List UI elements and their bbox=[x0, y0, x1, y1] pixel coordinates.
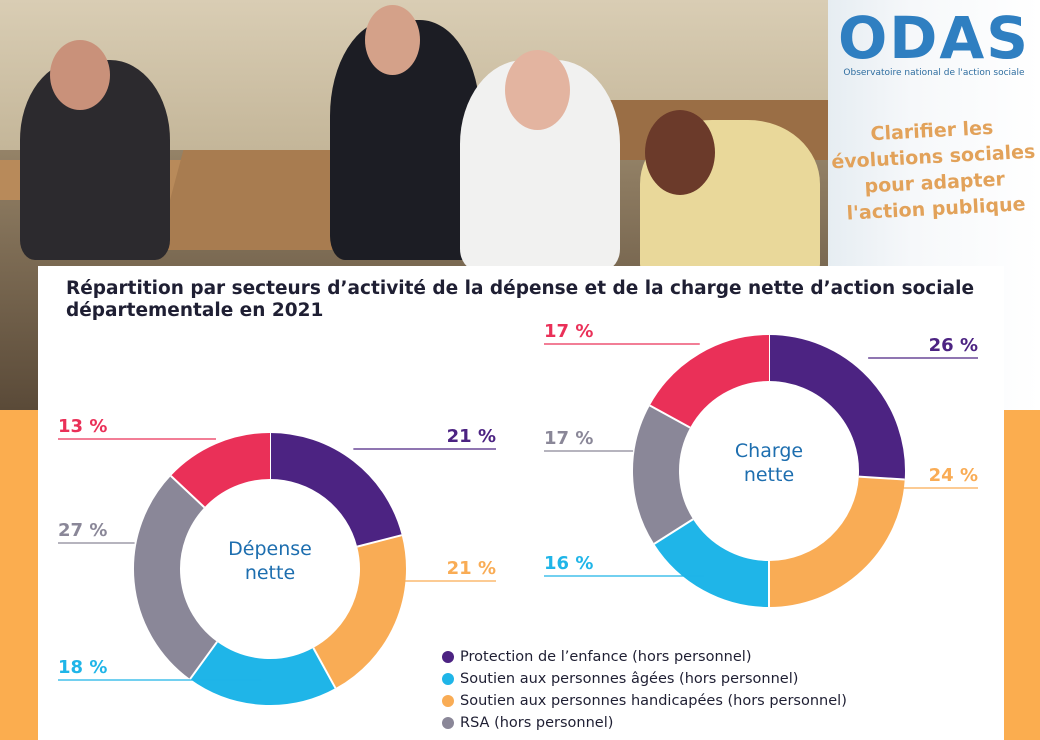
slice-separator bbox=[170, 475, 206, 509]
legend-item: Protection de l’enfance (hors personnel) bbox=[442, 646, 847, 668]
donut-center-label: nette bbox=[245, 562, 295, 584]
slice-separator bbox=[189, 641, 218, 680]
legend-label: Soutien aux personnes âgées (hors person… bbox=[460, 671, 799, 687]
slice-separator bbox=[858, 475, 905, 481]
photo-head bbox=[645, 110, 715, 195]
donut-center-label: Dépense bbox=[228, 538, 312, 560]
legend-item: Soutien aux personnes handicapées (hors … bbox=[442, 690, 847, 712]
legend-label: Protection de l’enfance (hors personnel) bbox=[460, 649, 752, 665]
legend-label: Soutien aux personnes handicapées (hors … bbox=[460, 693, 847, 709]
chart-card: Répartition par secteurs d’activité de l… bbox=[38, 266, 1004, 740]
slice-separator bbox=[649, 404, 691, 429]
donut-slice bbox=[312, 535, 406, 689]
slice-label: 17 % bbox=[544, 321, 593, 342]
legend-label: RSA (hors personnel) bbox=[460, 715, 614, 731]
donut-slice bbox=[170, 433, 271, 508]
photo-head bbox=[50, 40, 110, 110]
slice-label: 24 % bbox=[929, 465, 978, 486]
chart-title: Répartition par secteurs d’activité de l… bbox=[66, 278, 974, 321]
slice-label: 21 % bbox=[447, 426, 496, 447]
slice-separator bbox=[356, 534, 402, 548]
slice-label: 16 % bbox=[544, 553, 593, 574]
legend-dot bbox=[442, 673, 454, 685]
odas-slogan: Clarifier les évolutions sociales pour a… bbox=[828, 113, 1040, 228]
donut-slice bbox=[768, 475, 905, 607]
donut-slice bbox=[190, 641, 336, 705]
odas-subtitle: Observatoire national de l'action social… bbox=[843, 68, 1025, 78]
slice-label: 18 % bbox=[58, 657, 107, 678]
slice-label: 27 % bbox=[58, 520, 107, 541]
photo-head bbox=[505, 50, 570, 130]
legend-dot bbox=[442, 695, 454, 707]
donut-slice bbox=[654, 518, 770, 607]
donut-slice bbox=[649, 335, 770, 429]
photo-head bbox=[365, 5, 420, 75]
donut-center-label: nette bbox=[744, 464, 794, 486]
slice-separator bbox=[653, 518, 694, 545]
slice-label: 21 % bbox=[447, 558, 496, 579]
slice-separator bbox=[312, 647, 337, 689]
slice-label: 26 % bbox=[929, 335, 978, 356]
chart-legend: Protection de l’enfance (hors personnel)… bbox=[442, 646, 847, 734]
legend-item: RSA (hors personnel) bbox=[442, 712, 847, 734]
donut-slice bbox=[768, 335, 905, 480]
slice-label: 13 % bbox=[58, 416, 107, 437]
legend-dot bbox=[442, 717, 454, 729]
donut-center-label: Charge bbox=[735, 440, 803, 462]
slice-label: 17 % bbox=[544, 428, 593, 449]
legend-dot bbox=[442, 651, 454, 663]
donut-slice bbox=[633, 405, 694, 544]
odas-logo: ODAS bbox=[837, 4, 1031, 72]
donut-slice bbox=[134, 475, 218, 680]
donut-slice bbox=[269, 433, 402, 548]
legend-item: Soutien aux personnes âgées (hors person… bbox=[442, 668, 847, 690]
